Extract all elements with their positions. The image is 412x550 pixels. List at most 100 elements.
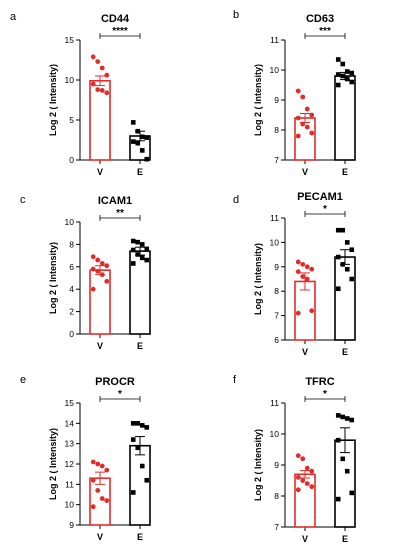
x-tick-label: V	[97, 167, 103, 177]
data-point-V	[304, 106, 310, 112]
data-point-E	[344, 240, 350, 245]
y-tick-label: 11	[270, 398, 279, 408]
data-point-E	[130, 247, 136, 253]
y-tick-label: 10	[270, 237, 280, 247]
data-point-V	[309, 112, 315, 118]
data-point-V	[90, 286, 96, 292]
panel-a: a CD44 0 5 10 15 Log 2 ( Intensity) V E ****	[10, 11, 151, 177]
chart-title: CD44	[101, 13, 130, 25]
y-tick-label: 15	[65, 398, 75, 408]
data-point-E	[144, 257, 150, 263]
y-axis-label: Log 2 ( Intensity)	[253, 64, 263, 136]
x-tick-label: E	[342, 534, 348, 544]
significance-stars: ****	[112, 26, 128, 37]
y-tick-label: 8	[274, 491, 279, 501]
data-point-V	[304, 264, 310, 270]
y-tick-label: 10	[65, 500, 75, 510]
data-point-E	[135, 239, 141, 245]
data-point-V	[90, 477, 96, 483]
data-point-V	[309, 130, 315, 136]
y-tick-label: 11	[65, 479, 74, 489]
data-point-V	[295, 487, 301, 493]
significance-stars: **	[116, 208, 124, 219]
y-tick-label: 8	[274, 125, 279, 135]
data-point-E	[135, 128, 141, 134]
bar-E	[334, 439, 356, 528]
data-point-V	[304, 465, 310, 471]
data-point-E	[139, 148, 145, 153]
data-point-V	[300, 456, 306, 462]
data-point-E	[144, 156, 150, 162]
data-point-E	[335, 437, 341, 443]
data-point-V	[104, 263, 110, 269]
y-tick-label: 8	[69, 239, 74, 249]
x-tick-label: E	[342, 167, 348, 177]
y-axis-label: Log 2 ( Intensity)	[253, 429, 263, 501]
data-point-E	[349, 70, 355, 76]
data-point-E	[335, 413, 341, 418]
y-tick-label: 5	[69, 115, 74, 125]
data-point-E	[340, 227, 346, 233]
chart-title: PECAM1	[297, 191, 343, 203]
data-point-V	[304, 124, 310, 130]
x-tick-label: V	[97, 341, 103, 351]
data-point-V	[90, 254, 96, 260]
data-point-V	[295, 453, 301, 459]
data-point-V	[99, 496, 105, 501]
x-tick-label: E	[137, 341, 143, 351]
data-point-E	[130, 490, 136, 495]
significance-stars: *	[323, 204, 327, 215]
data-point-E	[335, 286, 341, 292]
data-point-E	[139, 134, 145, 140]
data-point-V	[95, 257, 101, 263]
bar-E	[334, 75, 356, 161]
chart-title: PROCR	[95, 376, 135, 388]
data-point-V	[309, 266, 315, 272]
x-tick-label: V	[97, 532, 103, 542]
x-tick-label: E	[137, 532, 143, 542]
chart-title: ICAM1	[98, 195, 132, 207]
y-axis-label: Log 2 ( Intensity)	[48, 242, 58, 314]
y-tick-label: 11	[270, 213, 279, 223]
data-point-E	[349, 417, 355, 423]
data-point-E	[340, 262, 346, 267]
y-tick-label: 10	[65, 217, 75, 227]
y-tick-label: 12	[65, 459, 75, 469]
data-point-E	[139, 255, 145, 261]
data-point-V	[99, 463, 105, 469]
data-point-E	[135, 445, 141, 451]
data-point-E	[335, 254, 341, 260]
data-point-V	[104, 498, 110, 503]
data-point-V	[104, 72, 110, 78]
data-point-V	[300, 121, 306, 127]
data-point-V	[300, 94, 306, 100]
y-axis-label: Log 2 ( Intensity)	[253, 243, 263, 315]
panel-b: b CD63 7 8 9 10 11 Log 2 ( Intensity) V E ***	[233, 9, 356, 177]
data-point-V	[99, 88, 105, 93]
data-point-E	[130, 238, 136, 244]
data-point-E	[130, 139, 136, 144]
y-axis-label: Log 2 ( Intensity)	[48, 64, 58, 136]
data-point-V	[304, 276, 310, 282]
data-point-E	[135, 140, 141, 146]
bar-V	[294, 473, 316, 528]
y-tick-label: 0	[69, 329, 74, 339]
data-point-E	[139, 463, 145, 469]
y-tick-label: 7	[274, 311, 279, 321]
data-point-V	[300, 478, 306, 483]
data-point-E	[340, 61, 346, 67]
data-point-E	[130, 120, 136, 125]
data-point-E	[335, 72, 341, 77]
x-tick-label: V	[302, 347, 308, 357]
data-point-V	[295, 475, 301, 480]
x-tick-label: E	[137, 167, 143, 177]
y-tick-label: 14	[65, 418, 75, 428]
panel-d: d PECAM1 6 7 8 9 10 11 Log 2 ( Intensity) V E *	[233, 191, 356, 357]
panel-letter: c	[20, 194, 26, 206]
y-tick-label: 9	[274, 95, 279, 105]
data-point-V	[95, 59, 101, 64]
data-point-V	[99, 261, 105, 266]
panel-f: f TFRC 7 8 9 10 11 Log 2 ( Intensity) V E *	[233, 374, 356, 544]
data-point-V	[95, 461, 101, 467]
